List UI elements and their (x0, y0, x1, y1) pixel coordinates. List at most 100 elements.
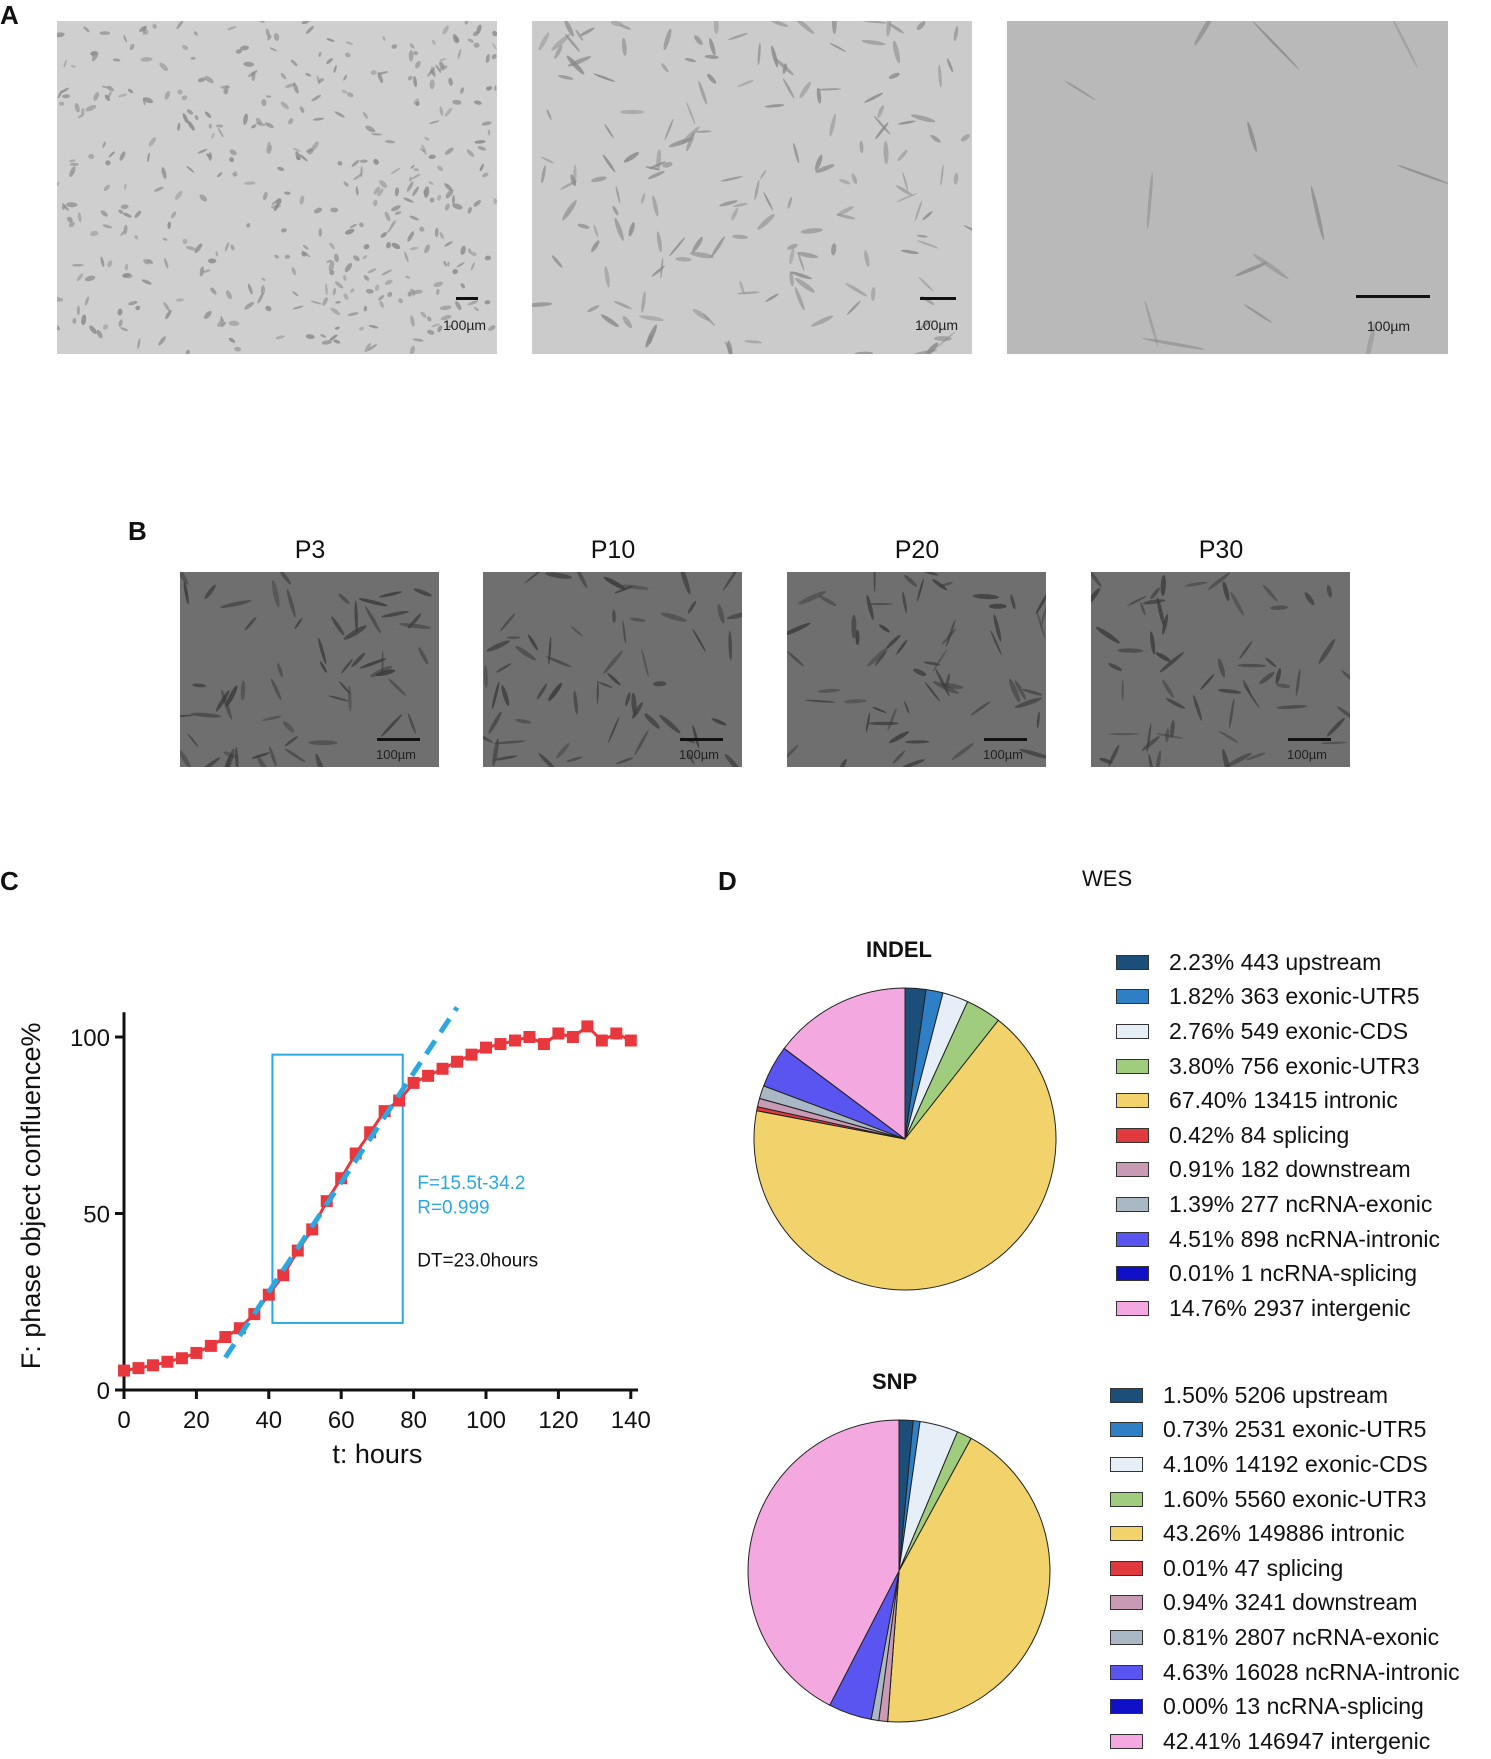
cell-shape (1193, 695, 1202, 721)
legend-label: 4.51% 898 ncRNA-intronic (1169, 1225, 1441, 1252)
cell-shape (593, 224, 599, 238)
cell-shape (1035, 589, 1046, 614)
data-point (537, 1038, 550, 1051)
cell-shape (470, 251, 477, 257)
cell-shape (603, 650, 624, 674)
cell-shape (787, 744, 799, 760)
passage-label: P3 (294, 536, 326, 564)
cell-shape (1010, 594, 1016, 610)
cell-shape (186, 165, 195, 173)
cell-shape (1310, 185, 1324, 240)
cell-shape (118, 209, 124, 214)
cell-shape (684, 58, 696, 63)
cell-shape (343, 74, 348, 81)
cell-shape (870, 286, 876, 302)
passage-label: P30 (1198, 536, 1244, 564)
cell-shape (855, 629, 860, 646)
y-axis-label: F: phase object confluence% (16, 1022, 46, 1369)
cell-shape (370, 665, 393, 678)
cell-shape (390, 167, 401, 175)
cell-shape (261, 277, 266, 281)
cell-shape (367, 268, 377, 274)
cell-shape (479, 163, 484, 172)
data-point (219, 1331, 232, 1344)
cell-shape (1091, 572, 1102, 588)
cell-shape (575, 572, 588, 589)
cell-shape (180, 714, 194, 718)
cell-shape (381, 610, 409, 618)
cell-shape (208, 123, 212, 129)
cell-shape (347, 312, 359, 316)
cell-shape (338, 593, 350, 605)
cell-shape (1148, 753, 1154, 767)
cell-shape (233, 173, 238, 177)
linear-phase-box (271, 1053, 404, 1324)
linear-fit-line (223, 1005, 460, 1359)
cell-shape (662, 162, 673, 168)
cell-shape (695, 130, 712, 133)
cell-shape (577, 223, 590, 229)
cell-shape (1276, 705, 1308, 709)
cell-shape (247, 70, 258, 77)
cell-shape (1336, 706, 1350, 725)
cell-shape (460, 283, 466, 289)
cell-shape (391, 205, 401, 212)
cell-shape (227, 26, 237, 31)
cell-shape (58, 101, 65, 106)
cell-shape (224, 242, 230, 252)
cell-shape (408, 176, 413, 182)
cell-shape (228, 320, 240, 327)
cell-shape (610, 21, 624, 27)
cell-shape (1242, 679, 1251, 694)
cell-shape (394, 211, 402, 215)
legend-item: 0.73% 2531 exonic-UTR5 (1110, 1413, 1460, 1448)
cell-shape (607, 672, 621, 686)
cell-shape (271, 198, 280, 205)
cell-shape (329, 242, 335, 250)
cell-shape (661, 63, 669, 73)
pie-chart-snp (747, 1419, 1051, 1723)
cell-shape (536, 683, 548, 700)
cell-shape (436, 165, 444, 171)
cell-shape (1108, 663, 1123, 671)
cell-shape (930, 134, 941, 143)
cell-shape (380, 232, 388, 238)
cell-shape (846, 300, 861, 315)
cell-shape (483, 731, 494, 743)
cell-shape (301, 21, 310, 25)
legend-label: 43.26% 149886 intronic (1163, 1520, 1405, 1547)
legend-label: 4.63% 16028 ncRNA-intronic (1163, 1658, 1460, 1685)
cell-shape (1064, 80, 1096, 101)
cell-shape (590, 176, 607, 183)
cell-shape (296, 156, 301, 161)
cell-shape (898, 120, 916, 125)
cell-shape (795, 277, 815, 293)
cell-shape (359, 159, 368, 163)
cell-shape (546, 109, 552, 120)
cell-shape (888, 731, 910, 744)
cell-shape (265, 305, 272, 312)
y-tick-label: 0 (97, 1378, 110, 1405)
cell-shape (332, 287, 336, 296)
legend-label: 14.76% 2937 intergenic (1169, 1294, 1411, 1321)
scale-bar-label: 100µm (376, 747, 417, 762)
cell-shape (105, 160, 111, 166)
cell-shape (604, 265, 610, 288)
cell-shape (641, 193, 646, 204)
data-point (146, 1359, 159, 1372)
legend-label: 3.80% 756 exonic-UTR3 (1169, 1052, 1420, 1079)
cell-shape (540, 156, 555, 164)
legend-label: 1.60% 5560 exonic-UTR3 (1163, 1485, 1427, 1512)
cell-shape (789, 271, 794, 287)
cell-shape (101, 85, 109, 89)
cell-shape (137, 338, 141, 350)
cell-shape (548, 682, 563, 701)
cell-shape (142, 97, 146, 106)
cell-shape (69, 166, 76, 177)
data-point (480, 1041, 492, 1054)
cell-shape (363, 244, 370, 250)
cell-shape (141, 279, 152, 285)
cell-shape (689, 251, 714, 259)
x-axis-label: t: hours (332, 1439, 422, 1469)
cell-shape (367, 343, 378, 352)
